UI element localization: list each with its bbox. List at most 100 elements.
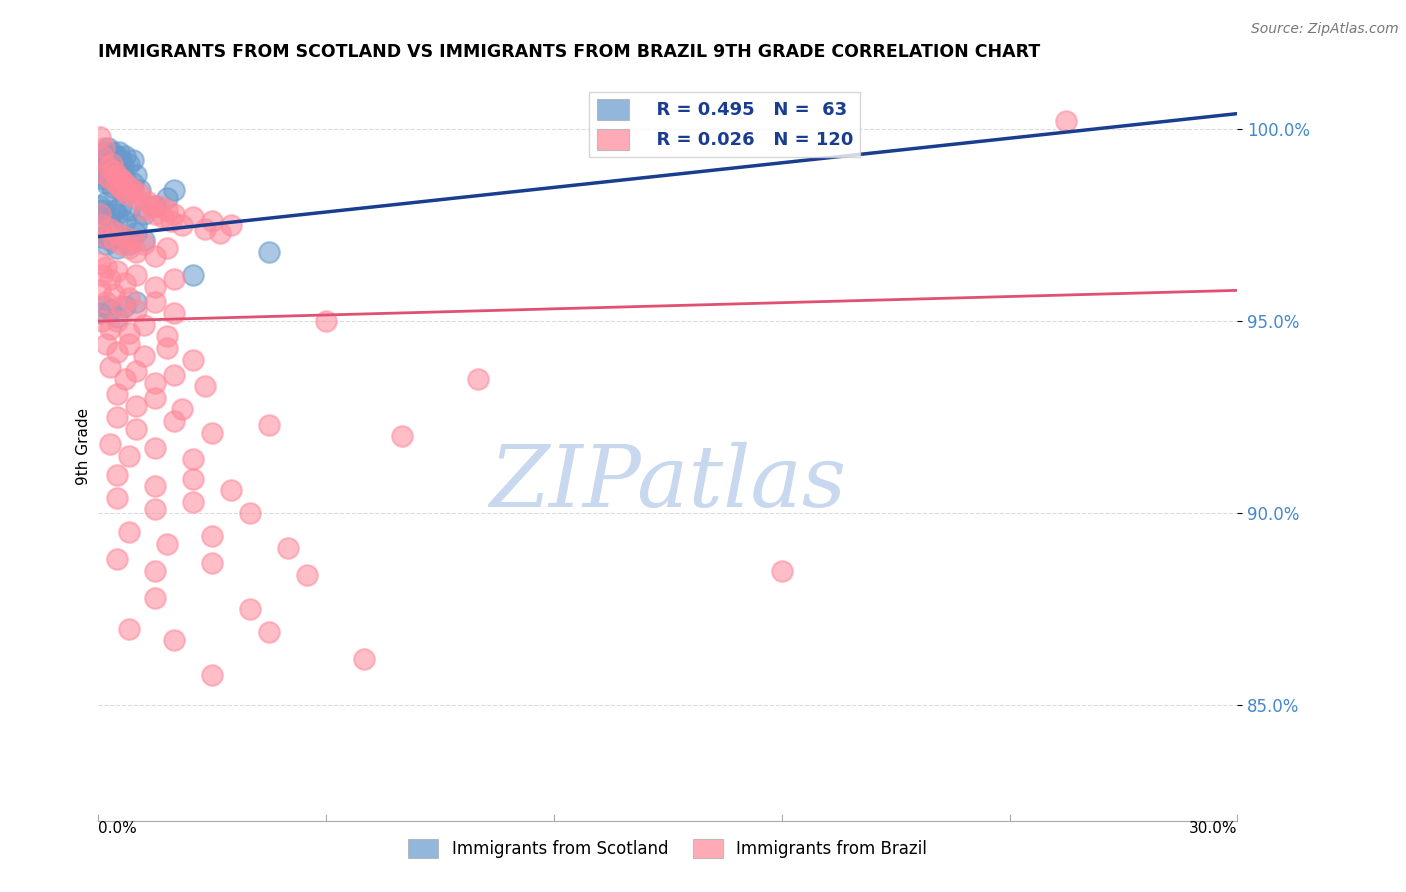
- Point: [156, 241, 179, 255]
- Point: [201, 425, 224, 440]
- Point: [125, 218, 148, 232]
- Point: [104, 156, 127, 170]
- Point: [94, 294, 117, 309]
- Point: [107, 410, 129, 425]
- Point: [98, 149, 121, 163]
- Point: [156, 537, 179, 551]
- Point: [159, 214, 181, 228]
- Point: [145, 502, 167, 516]
- Point: [145, 391, 167, 405]
- Text: 30.0%: 30.0%: [1189, 821, 1237, 836]
- Point: [152, 211, 174, 225]
- Point: [259, 625, 281, 640]
- Point: [467, 372, 489, 386]
- Point: [108, 179, 131, 194]
- Point: [103, 164, 125, 178]
- Point: [125, 399, 148, 413]
- Point: [114, 276, 136, 290]
- Point: [277, 541, 299, 555]
- Point: [163, 184, 186, 198]
- Point: [100, 179, 122, 194]
- Point: [148, 199, 170, 213]
- Point: [110, 153, 132, 167]
- Point: [145, 441, 167, 455]
- Point: [132, 349, 155, 363]
- Point: [118, 237, 141, 252]
- Point: [103, 222, 125, 236]
- Text: Source: ZipAtlas.com: Source: ZipAtlas.com: [1251, 22, 1399, 37]
- Point: [118, 291, 141, 305]
- Point: [145, 564, 167, 578]
- Point: [145, 376, 167, 390]
- Point: [100, 156, 122, 170]
- Point: [208, 226, 231, 240]
- Point: [121, 176, 143, 190]
- Point: [114, 214, 136, 228]
- Legend: Immigrants from Scotland, Immigrants from Brazil: Immigrants from Scotland, Immigrants fro…: [402, 832, 934, 864]
- Point: [353, 652, 375, 666]
- Point: [94, 229, 117, 244]
- Point: [156, 191, 179, 205]
- Point: [94, 337, 117, 351]
- Point: [145, 249, 167, 263]
- Point: [110, 229, 132, 244]
- Point: [89, 226, 111, 240]
- Point: [114, 229, 136, 244]
- Text: IMMIGRANTS FROM SCOTLAND VS IMMIGRANTS FROM BRAZIL 9TH GRADE CORRELATION CHART: IMMIGRANTS FROM SCOTLAND VS IMMIGRANTS F…: [98, 44, 1040, 62]
- Point: [201, 214, 224, 228]
- Point: [114, 172, 136, 186]
- Point: [163, 414, 186, 428]
- Point: [132, 202, 155, 217]
- Point: [98, 172, 121, 186]
- Point: [145, 294, 167, 309]
- Point: [259, 417, 281, 432]
- Point: [239, 602, 262, 616]
- Text: 0.0%: 0.0%: [98, 821, 138, 836]
- Point: [98, 172, 121, 186]
- Point: [107, 176, 129, 190]
- Point: [183, 352, 205, 367]
- Point: [93, 141, 115, 155]
- Point: [118, 241, 141, 255]
- Point: [89, 256, 111, 270]
- Point: [110, 172, 132, 186]
- Point: [89, 284, 111, 298]
- Point: [94, 149, 117, 163]
- Point: [115, 187, 138, 202]
- Point: [201, 529, 224, 543]
- Point: [183, 268, 205, 282]
- Point: [94, 168, 117, 182]
- Point: [112, 161, 135, 175]
- Point: [121, 234, 143, 248]
- Point: [103, 234, 125, 248]
- Point: [108, 145, 131, 159]
- Point: [194, 222, 217, 236]
- Point: [170, 402, 193, 417]
- Point: [125, 422, 148, 436]
- Point: [118, 525, 141, 540]
- Point: [163, 272, 186, 286]
- Point: [125, 191, 148, 205]
- Point: [118, 179, 141, 194]
- Point: [94, 237, 117, 252]
- Point: [201, 667, 224, 681]
- Point: [221, 483, 243, 498]
- Point: [89, 129, 111, 144]
- Point: [125, 268, 148, 282]
- Point: [110, 299, 132, 313]
- Point: [98, 211, 121, 225]
- Point: [118, 156, 141, 170]
- Point: [145, 591, 167, 605]
- Point: [183, 494, 205, 508]
- Point: [118, 179, 141, 194]
- Point: [141, 199, 163, 213]
- Point: [163, 633, 186, 648]
- Point: [1054, 114, 1078, 128]
- Point: [129, 187, 152, 202]
- Point: [114, 149, 136, 163]
- Point: [103, 202, 125, 217]
- Point: [94, 176, 117, 190]
- Point: [107, 149, 129, 163]
- Point: [112, 184, 135, 198]
- Point: [118, 326, 141, 340]
